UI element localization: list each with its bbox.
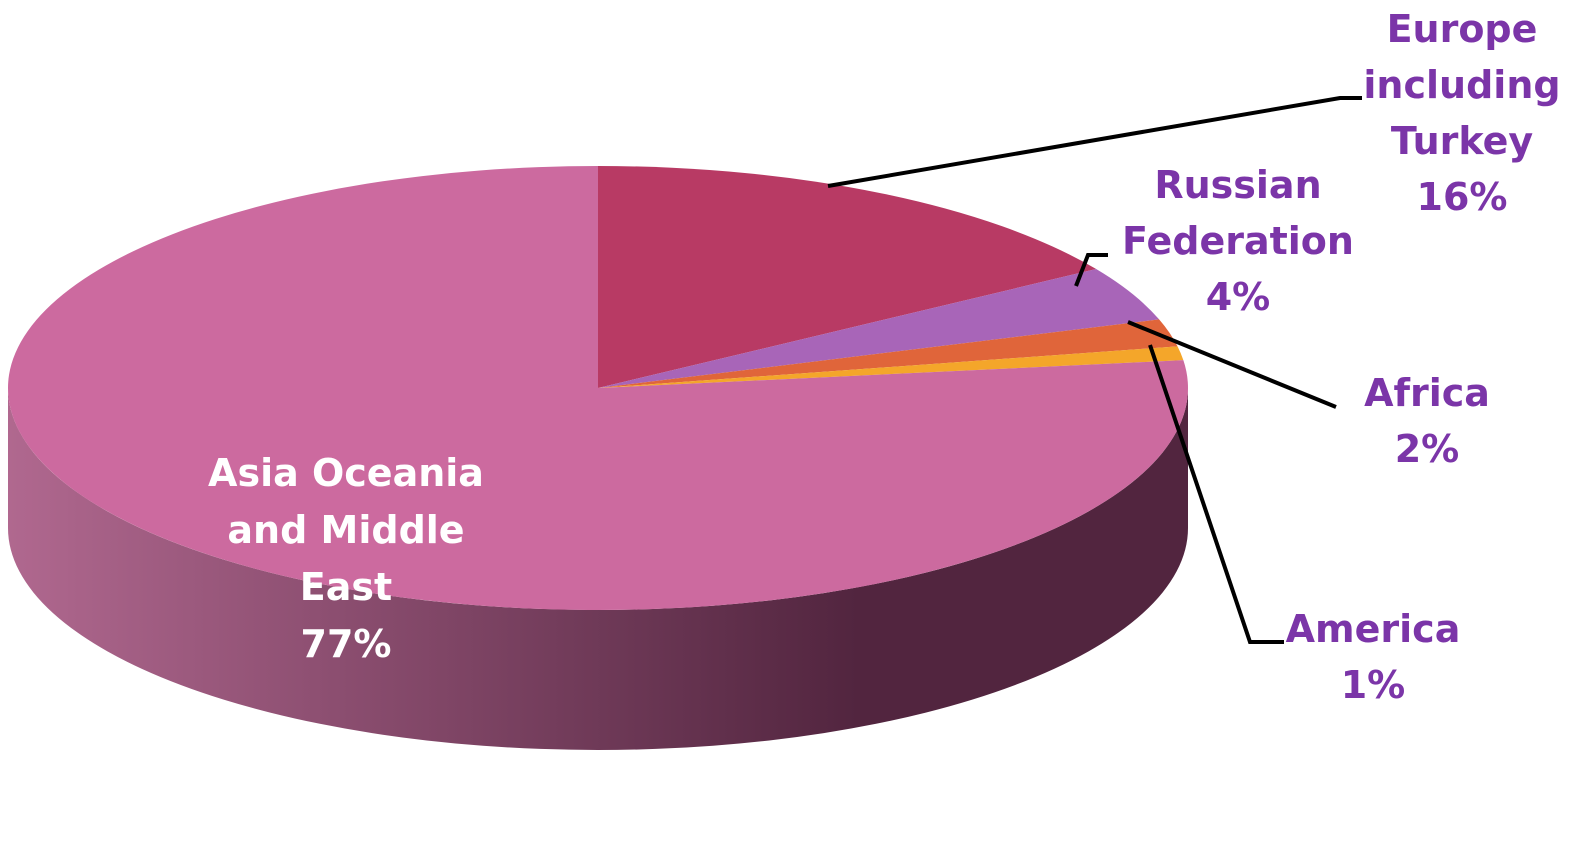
data-label-value: 1% — [1341, 663, 1406, 707]
leader-line-russian-federation — [1074, 253, 1108, 287]
data-label-name-line: Africa — [1364, 371, 1490, 415]
data-label-name-line: Russian — [1154, 163, 1321, 207]
data-label-value: 4% — [1206, 275, 1271, 319]
data-label-europe-including-turkey: Europe including Turkey 16% — [1363, 7, 1560, 219]
leader-line-africa — [1127, 320, 1337, 409]
data-label-value: 16% — [1417, 175, 1508, 219]
data-label-asia-oceania-and-middle-east: Asia Oceania and Middle East 77% — [208, 451, 484, 666]
data-label-america: America 1% — [1286, 607, 1461, 707]
data-label-name-line: East — [300, 565, 392, 609]
data-label-value: 77% — [301, 622, 392, 666]
pie-slice-europe-including-turkey — [598, 166, 1097, 388]
data-label-russian-federation: Russian Federation 4% — [1122, 163, 1354, 319]
pie-slice-africa — [598, 319, 1178, 388]
pie-side-band — [8, 388, 1188, 750]
data-label-name-line: Turkey — [1391, 119, 1534, 163]
leader-line-europe-including-turkey — [827, 96, 1362, 188]
data-label-name-line: Europe — [1387, 7, 1538, 51]
pie-slice-russian-federation — [598, 269, 1160, 388]
data-label-africa: Africa 2% — [1364, 371, 1490, 471]
data-label-name-line: Federation — [1122, 219, 1354, 263]
leader-line-america — [1148, 344, 1284, 644]
data-label-name-line: including — [1363, 63, 1560, 107]
data-label-name-line: Asia Oceania — [208, 451, 484, 495]
data-label-value: 2% — [1395, 427, 1460, 471]
data-label-name-line: and Middle — [227, 508, 464, 552]
data-label-name-line: America — [1286, 607, 1461, 651]
pie-slice-asia-oceania-and-middle-east — [7, 166, 1188, 611]
pie-slice-america — [598, 346, 1184, 388]
